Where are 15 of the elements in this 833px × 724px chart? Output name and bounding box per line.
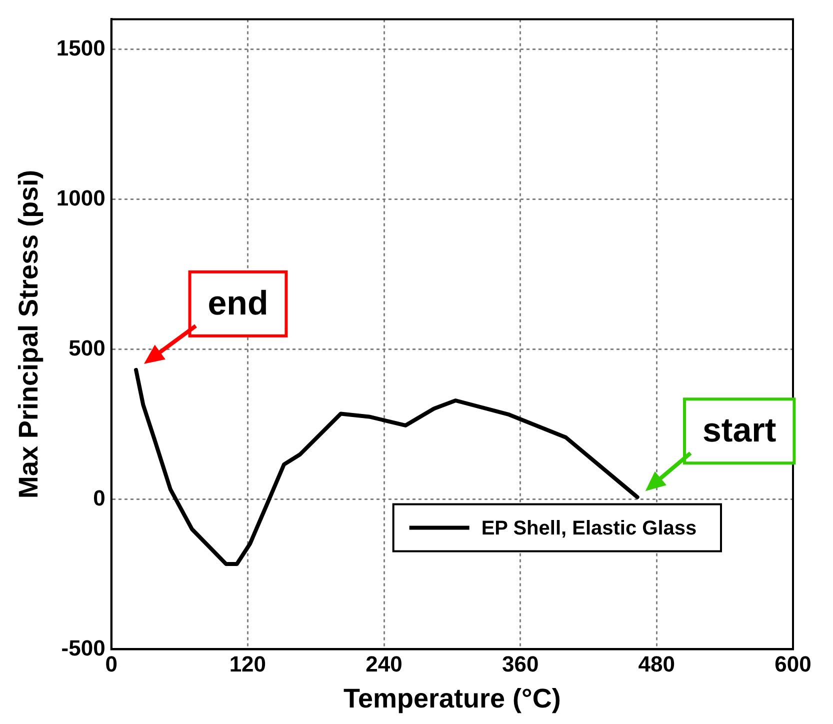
- x-tick-label: 120: [229, 651, 266, 676]
- annotation: start: [702, 411, 776, 450]
- x-tick-label: 480: [638, 651, 676, 676]
- y-tick-label: -500: [61, 635, 106, 660]
- y-tick-label: 1000: [56, 185, 106, 210]
- y-tick-label: 1500: [56, 35, 106, 60]
- y-tick-label: 0: [93, 485, 106, 510]
- x-axis-title: Temperature (°C): [344, 683, 561, 714]
- y-tick-label: 500: [68, 335, 106, 360]
- x-tick-label: 240: [366, 651, 402, 676]
- y-axis-title: Max Principal Stress (psi): [14, 170, 44, 499]
- x-tick-label: 600: [774, 651, 812, 676]
- annotation: end: [208, 284, 268, 322]
- x-tick-label: 360: [502, 651, 539, 676]
- legend-label: EP Shell, Elastic Glass: [481, 517, 697, 540]
